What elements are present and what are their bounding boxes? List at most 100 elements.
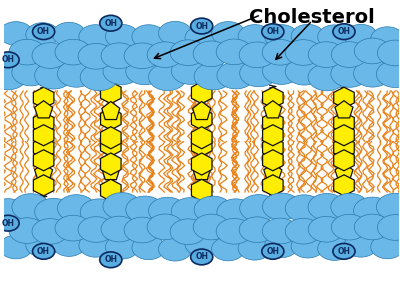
Circle shape (212, 237, 245, 261)
Circle shape (262, 24, 284, 40)
Circle shape (32, 243, 55, 259)
Circle shape (147, 214, 183, 240)
Polygon shape (100, 179, 121, 201)
Circle shape (371, 27, 400, 51)
Circle shape (376, 61, 400, 87)
Circle shape (52, 22, 86, 46)
Text: OH: OH (195, 252, 208, 261)
Circle shape (58, 60, 95, 87)
Circle shape (194, 63, 232, 90)
Circle shape (217, 199, 255, 226)
Circle shape (185, 26, 218, 50)
Circle shape (0, 215, 19, 231)
Polygon shape (33, 150, 54, 171)
Text: OH: OH (37, 27, 50, 36)
Circle shape (318, 237, 351, 260)
Polygon shape (34, 101, 53, 118)
Circle shape (147, 42, 183, 68)
Circle shape (331, 60, 369, 87)
Text: OH: OH (338, 247, 350, 256)
Circle shape (32, 24, 55, 40)
Circle shape (217, 62, 255, 89)
Circle shape (291, 24, 324, 48)
Circle shape (193, 41, 229, 67)
Circle shape (171, 198, 209, 225)
Polygon shape (334, 175, 354, 196)
Circle shape (158, 22, 192, 45)
Polygon shape (192, 108, 212, 130)
Polygon shape (262, 112, 283, 133)
Text: OH: OH (2, 55, 14, 64)
Circle shape (308, 64, 346, 91)
Circle shape (103, 57, 141, 85)
Circle shape (191, 18, 213, 34)
Polygon shape (192, 179, 212, 201)
Circle shape (148, 197, 186, 224)
Circle shape (80, 64, 118, 91)
Text: OH: OH (37, 247, 50, 256)
Circle shape (265, 25, 298, 48)
Polygon shape (100, 108, 121, 130)
Text: OH: OH (266, 247, 279, 256)
Circle shape (239, 42, 275, 68)
Circle shape (216, 39, 252, 65)
Circle shape (318, 25, 351, 49)
Circle shape (55, 215, 91, 241)
Polygon shape (262, 87, 283, 108)
Circle shape (78, 217, 114, 242)
Circle shape (80, 199, 118, 226)
Circle shape (132, 25, 165, 48)
Polygon shape (100, 153, 121, 175)
Polygon shape (34, 163, 53, 181)
Circle shape (191, 249, 213, 265)
Circle shape (26, 23, 59, 46)
Polygon shape (100, 134, 121, 156)
Circle shape (239, 217, 275, 243)
Circle shape (105, 24, 139, 48)
Circle shape (124, 217, 160, 243)
Polygon shape (102, 102, 120, 119)
Circle shape (216, 218, 252, 244)
Circle shape (308, 42, 344, 67)
Circle shape (132, 236, 165, 260)
Polygon shape (334, 87, 354, 108)
Circle shape (331, 193, 369, 220)
Polygon shape (100, 127, 121, 149)
Circle shape (262, 40, 298, 65)
Circle shape (58, 195, 95, 222)
Circle shape (344, 233, 378, 257)
Circle shape (333, 24, 355, 40)
Circle shape (126, 196, 164, 223)
Circle shape (240, 195, 278, 222)
Circle shape (354, 38, 390, 64)
Polygon shape (192, 82, 212, 104)
Circle shape (148, 64, 186, 91)
Circle shape (12, 59, 50, 86)
Circle shape (285, 218, 321, 244)
Circle shape (170, 219, 206, 245)
Circle shape (101, 216, 137, 242)
Circle shape (0, 52, 19, 68)
Circle shape (100, 15, 122, 31)
Circle shape (194, 196, 232, 223)
Polygon shape (100, 82, 121, 104)
Circle shape (171, 57, 209, 84)
Circle shape (377, 215, 400, 240)
Polygon shape (262, 137, 283, 158)
Polygon shape (102, 162, 120, 180)
Text: OH: OH (2, 219, 14, 228)
Polygon shape (33, 112, 54, 133)
Polygon shape (193, 102, 211, 119)
Circle shape (126, 58, 164, 85)
Circle shape (35, 62, 72, 89)
Circle shape (331, 214, 367, 240)
Text: OH: OH (104, 19, 117, 28)
Circle shape (52, 233, 86, 256)
Circle shape (238, 25, 272, 48)
Circle shape (9, 218, 45, 243)
Circle shape (158, 237, 192, 261)
Circle shape (79, 25, 112, 48)
Circle shape (354, 197, 392, 224)
Circle shape (0, 235, 33, 259)
Polygon shape (192, 153, 212, 175)
